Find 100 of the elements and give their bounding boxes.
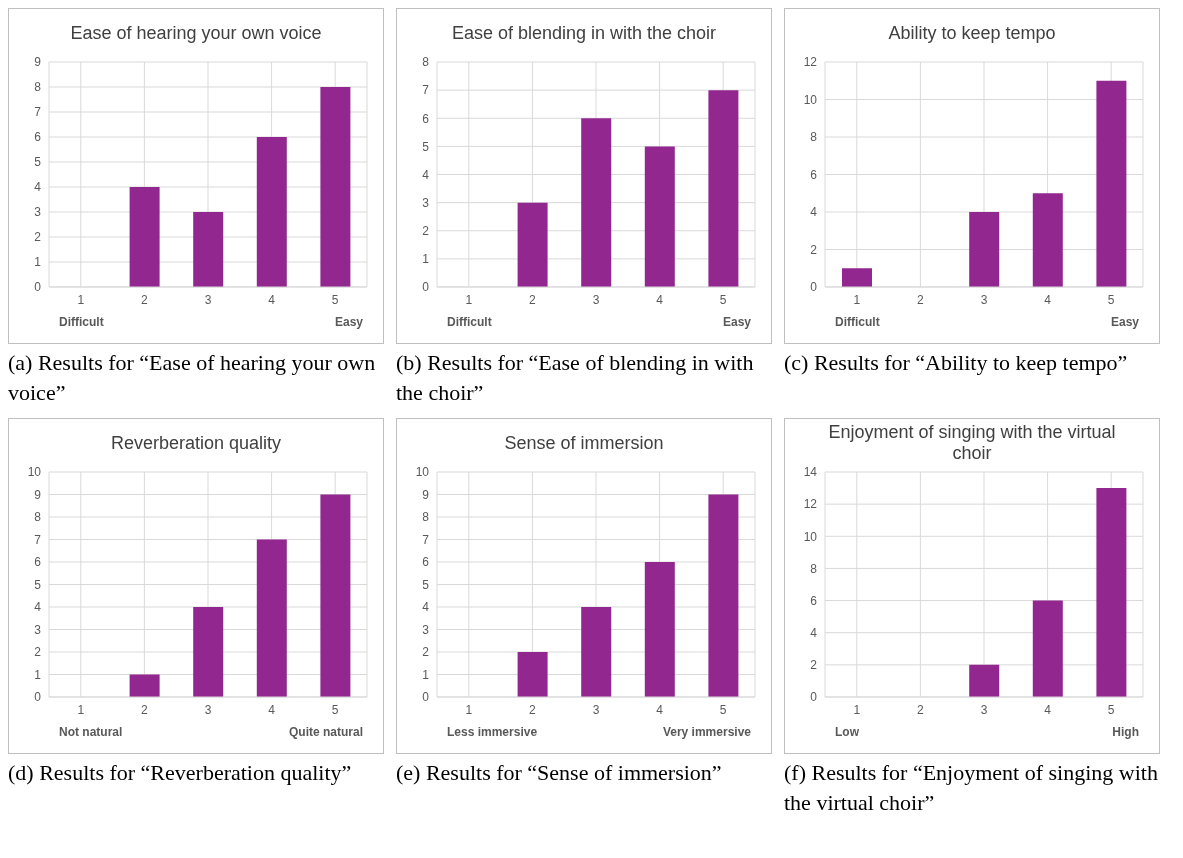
x-tick-label: 2 (917, 292, 925, 307)
y-tick-label: 1 (34, 667, 42, 682)
y-tick-label: 0 (810, 280, 818, 295)
bar (193, 607, 224, 697)
y-tick-label: 8 (810, 561, 818, 576)
y-tick-label: 7 (34, 105, 42, 120)
text: Easy (722, 315, 751, 329)
y-tick-label: 7 (422, 83, 430, 98)
y-tick-label: 7 (34, 532, 42, 547)
y-tick-label: 1 (422, 252, 430, 267)
y-tick-label: 0 (422, 690, 430, 705)
x-tick-label: 1 (77, 702, 85, 717)
y-tick-label: 5 (34, 155, 42, 170)
y-tick-label: 9 (422, 487, 430, 502)
y-tick-label: 8 (34, 80, 42, 95)
chart-title: Ease of blending in with the choir (450, 21, 718, 45)
bar (193, 212, 224, 287)
x-tick-label: 5 (1107, 702, 1115, 717)
y-tick-label: 6 (422, 111, 430, 126)
y-tick-label: 8 (34, 510, 42, 525)
text: (e) Results for “Sense of immersion” (396, 759, 723, 787)
y-tick-label: 8 (422, 510, 430, 525)
x-tick-label: 2 (141, 292, 149, 307)
bar (644, 146, 675, 287)
text: Less immersive (447, 725, 538, 739)
y-tick-label: 4 (810, 625, 818, 640)
text: (f) Results for “Enjoyment of singing with the virtual choir” (784, 759, 1159, 817)
x-tick-label: 3 (592, 292, 600, 307)
x-tick-label: 5 (719, 292, 727, 307)
chart-title: Enjoyment of singing with the virtual choir (827, 421, 1117, 465)
y-tick-label: 2 (422, 224, 430, 239)
bar (129, 674, 160, 697)
x-tick-label: 4 (268, 292, 276, 307)
bar (1032, 600, 1063, 697)
y-tick-label: 2 (422, 645, 430, 660)
y-tick-label: 14 (803, 465, 818, 480)
y-tick-label: 12 (803, 55, 818, 70)
bar (969, 212, 1000, 287)
text: (c) Results for “Ability to keep tempo” (784, 349, 1129, 377)
x-tick-label: 1 (465, 292, 473, 307)
y-tick-label: 7 (422, 532, 430, 547)
x-tick-label: 5 (331, 702, 339, 717)
x-tick-label: 4 (656, 702, 664, 717)
y-tick-label: 5 (422, 139, 430, 154)
bar (320, 87, 351, 287)
y-tick-label: 2 (810, 658, 818, 673)
x-tick-label: 2 (529, 292, 537, 307)
x-tick-label: 2 (141, 702, 149, 717)
x-tick-label: 4 (656, 292, 664, 307)
text: (d) Results for “Reverberation quality” (8, 759, 353, 787)
text: Easy (334, 315, 363, 329)
text: (a) Results for “Ease of hearing your own voice” (8, 349, 377, 407)
x-tick-label: 4 (1044, 702, 1052, 717)
y-tick-label: 10 (803, 92, 818, 107)
y-tick-label: 4 (422, 600, 430, 615)
y-tick-label: 4 (810, 205, 818, 220)
x-tick-label: 3 (204, 292, 212, 307)
bar (1096, 488, 1127, 697)
bar (1032, 193, 1063, 287)
x-tick-label: 5 (719, 702, 727, 717)
text: Difficult (835, 315, 880, 329)
text: Low (835, 725, 859, 739)
y-tick-label: 1 (422, 667, 430, 682)
x-tick-label: 5 (331, 292, 339, 307)
y-tick-label: 9 (34, 487, 42, 502)
chart-title: Reverberation quality (109, 431, 283, 455)
x-tick-label: 4 (1044, 292, 1052, 307)
y-tick-label: 10 (415, 465, 430, 480)
y-tick-label: 6 (810, 593, 818, 608)
bar (320, 494, 351, 697)
bar (256, 137, 287, 287)
x-tick-label: 3 (980, 702, 988, 717)
x-tick-label: 3 (592, 702, 600, 717)
y-tick-label: 6 (810, 167, 818, 182)
bar (581, 118, 612, 287)
x-tick-label: 1 (853, 292, 861, 307)
y-tick-label: 6 (422, 555, 430, 570)
y-tick-label: 10 (803, 529, 818, 544)
text: Quite natural (288, 725, 363, 739)
x-tick-label: 1 (77, 292, 85, 307)
y-tick-label: 12 (803, 497, 818, 512)
bar (708, 494, 739, 697)
chart-title: Ease of hearing your own voice (69, 21, 323, 45)
y-tick-label: 5 (34, 577, 42, 592)
x-tick-label: 2 (529, 702, 537, 717)
text: Very immersive (662, 725, 751, 739)
y-tick-label: 4 (34, 600, 42, 615)
y-tick-label: 1 (34, 255, 42, 270)
y-tick-label: 0 (810, 690, 818, 705)
bar (517, 202, 548, 287)
bar (581, 607, 612, 697)
y-tick-label: 2 (34, 645, 42, 660)
x-tick-label: 3 (980, 292, 988, 307)
chart-title: Ability to keep tempo (887, 21, 1057, 45)
bar (517, 652, 548, 697)
x-tick-label: 2 (917, 702, 925, 717)
bar (129, 187, 160, 287)
y-tick-label: 3 (34, 622, 42, 637)
y-tick-label: 9 (34, 55, 42, 70)
text: Not natural (59, 725, 123, 739)
